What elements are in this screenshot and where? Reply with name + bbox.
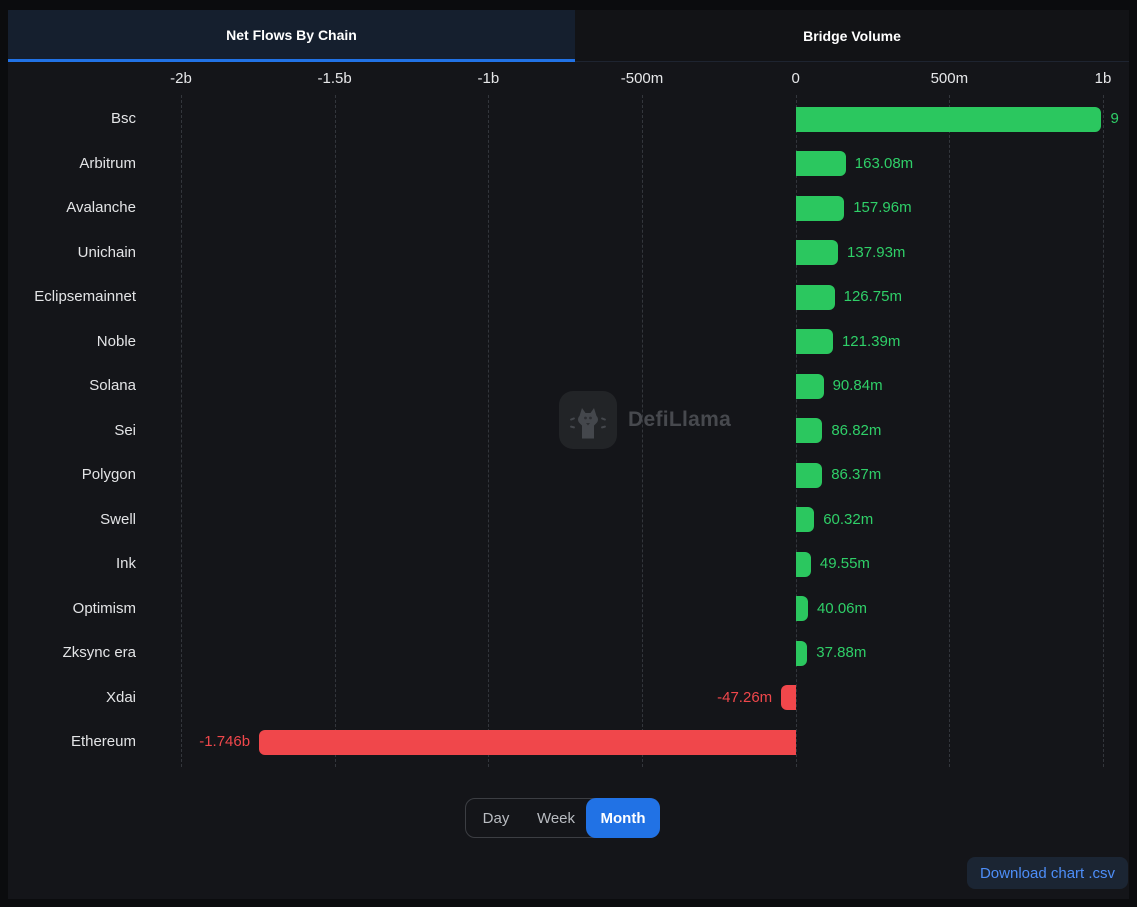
x-axis-tick-label: 0 <box>791 70 800 87</box>
bar-xdai[interactable] <box>781 685 796 710</box>
category-label: Xdai <box>105 688 136 706</box>
value-label: 157.96m <box>853 199 912 216</box>
download-csv-button[interactable]: Download chart .csv <box>967 857 1128 889</box>
x-axis-tick-label: -1.5b <box>317 70 352 87</box>
x-axis-tick-label: 1b <box>1094 70 1112 87</box>
bar-ethereum[interactable] <box>259 729 796 755</box>
category-label: Eclipsemainnet <box>34 288 136 305</box>
value-label: 86.37m <box>831 466 882 483</box>
bar-ink[interactable] <box>795 551 811 577</box>
chart-card <box>8 10 1129 899</box>
x-axis-tick-label: -1b <box>477 70 500 87</box>
value-label: 37.88m <box>816 644 867 661</box>
category-label: Solana <box>89 377 136 394</box>
gridline <box>1103 95 1104 767</box>
value-label: 49.55m <box>819 555 870 572</box>
x-axis-tick-label: -500m <box>620 70 664 87</box>
gridline <box>642 95 643 767</box>
bar-optimism[interactable] <box>795 596 808 621</box>
tab-net-flows-by-chain[interactable]: Net Flows By Chain <box>8 10 575 62</box>
value-label: 60.32m <box>823 510 874 528</box>
period-control: Day Week Month <box>465 798 660 838</box>
category-label: Swell <box>100 510 136 528</box>
bar-polygon[interactable] <box>795 462 823 488</box>
period-option-week[interactable]: Week <box>536 809 576 827</box>
value-label: 163.08m <box>854 154 914 172</box>
defillama-logo-icon <box>559 391 617 449</box>
bar-bsc[interactable] <box>795 106 1102 132</box>
bar-sei[interactable] <box>795 418 823 443</box>
category-label: Sei <box>114 421 136 439</box>
bar-eclipsemainnet[interactable] <box>795 284 835 310</box>
bar-unichain[interactable] <box>795 240 839 265</box>
bar-arbitrum[interactable] <box>795 151 846 176</box>
value-label: 137.93m <box>847 243 906 261</box>
watermark: DefiLlama <box>559 391 731 449</box>
category-label: Zksync era <box>62 644 136 661</box>
bar-zksync-era[interactable] <box>795 640 808 666</box>
bar-swell[interactable] <box>795 507 815 532</box>
tab-label: Net Flows By Chain <box>226 26 357 43</box>
watermark-text: DefiLlama <box>628 408 732 431</box>
period-option-day[interactable]: Day <box>482 809 510 827</box>
x-axis-tick-label: -2b <box>170 70 192 87</box>
bar-avalanche[interactable] <box>795 195 845 221</box>
category-label: Arbitrum <box>79 154 136 172</box>
gridline <box>949 95 951 767</box>
bar-solana[interactable] <box>795 373 824 399</box>
value-label: 9 <box>1110 110 1119 127</box>
category-label: Polygon <box>81 466 136 483</box>
value-label: 90.84m <box>832 377 883 394</box>
gridline <box>334 95 336 767</box>
category-label: Ink <box>115 555 136 572</box>
category-label: Bsc <box>110 110 136 127</box>
value-label: 121.39m <box>841 332 901 350</box>
category-label: Optimism <box>72 599 136 617</box>
download-csv-label: Download chart .csv <box>979 864 1116 882</box>
gridline <box>488 95 490 767</box>
tabbar: Net Flows By Chain Bridge Volume <box>8 10 1129 62</box>
tab-bridge-volume[interactable]: Bridge Volume <box>575 10 1129 62</box>
category-label: Noble <box>96 332 136 350</box>
gridline <box>181 95 182 767</box>
value-label: -1.746b <box>199 733 251 750</box>
value-label: 40.06m <box>816 599 868 617</box>
category-label: Ethereum <box>70 733 136 750</box>
period-option-month[interactable]: Month <box>586 798 660 838</box>
value-label: 126.75m <box>843 288 902 305</box>
value-label: -47.26m <box>717 688 773 706</box>
x-axis-tick-label: 500m <box>930 70 969 87</box>
tab-label: Bridge Volume <box>803 27 901 44</box>
value-label: 86.82m <box>831 421 882 439</box>
bar-noble[interactable] <box>795 329 833 354</box>
category-label: Unichain <box>77 243 136 261</box>
category-label: Avalanche <box>66 199 136 216</box>
